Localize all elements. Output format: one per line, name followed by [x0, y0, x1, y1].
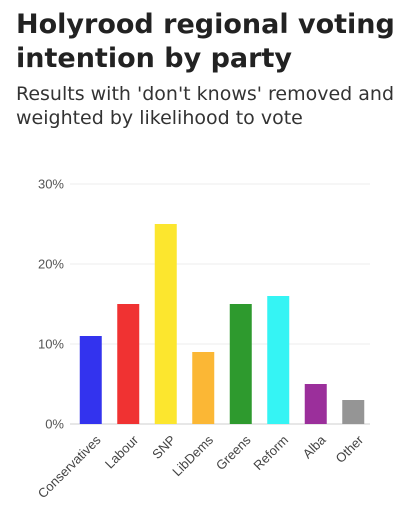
y-tick-label: 30%	[38, 177, 64, 192]
x-tick-label: SNP	[149, 432, 179, 462]
bar-snp	[154, 224, 177, 424]
chart-title: Holyrood regional voting intention by pa…	[16, 9, 395, 74]
bar-labour	[117, 304, 140, 424]
y-tick-label: 20%	[38, 257, 64, 272]
y-tick-label: 10%	[38, 337, 64, 352]
bar-greens	[229, 304, 252, 424]
x-tick-label: Reform	[250, 432, 291, 473]
bar-libdems	[192, 352, 215, 424]
x-tick-label: LibDems	[169, 432, 216, 479]
x-tick-label: Greens	[213, 432, 254, 473]
bar-reform	[267, 296, 290, 424]
x-tick-label: Conservatives	[35, 432, 104, 501]
bar-alba	[304, 384, 327, 424]
bar-other	[342, 400, 365, 424]
bar-conservatives	[79, 336, 102, 424]
bars	[79, 224, 365, 424]
x-tick-label: Other	[333, 432, 367, 466]
chart-subtitle: Results with 'don't knows' removed and w…	[16, 83, 395, 129]
x-tick-label: Labour	[102, 432, 142, 472]
y-tick-label: 0%	[45, 417, 64, 432]
y-axis: 0% 10% 20% 30%	[38, 177, 64, 432]
x-tick-label: Alba	[300, 432, 330, 462]
